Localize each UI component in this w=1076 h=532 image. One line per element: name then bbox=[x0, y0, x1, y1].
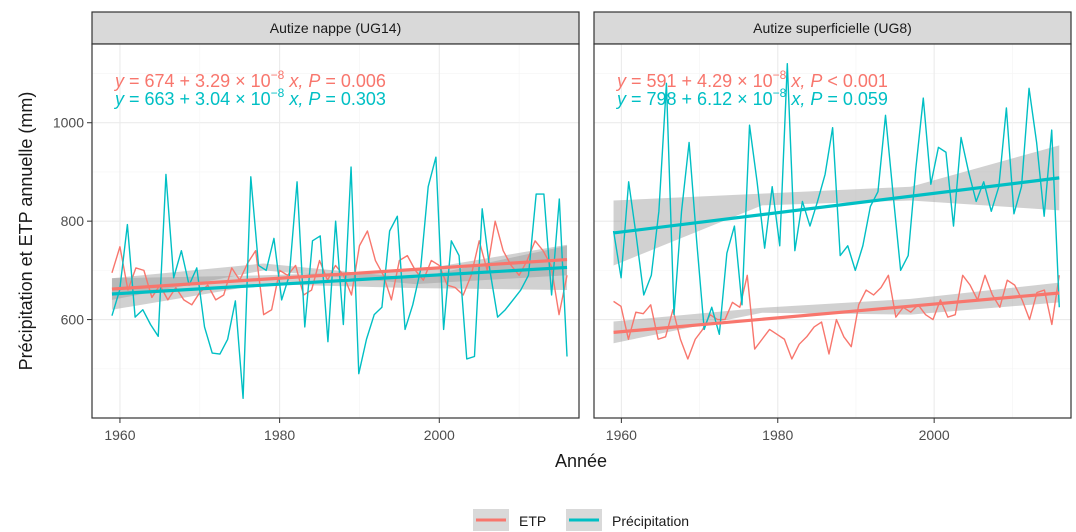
eq-x-var: x, bbox=[284, 71, 308, 91]
y-tick-label: 800 bbox=[61, 213, 85, 229]
eq-exponent: −8 bbox=[773, 86, 787, 100]
facet-strip-label: Autize superficielle (UG8) bbox=[753, 20, 912, 36]
trend-line-precipitation bbox=[111, 265, 568, 296]
eq-p-symbol: P bbox=[810, 89, 822, 109]
confidence-band-precipitation bbox=[613, 145, 1060, 266]
eq-p-symbol: P bbox=[308, 89, 320, 109]
y-axis-ticks: 600 800 1000 bbox=[53, 115, 92, 328]
eq-x-var: x, bbox=[786, 89, 810, 109]
trend-line-etp bbox=[613, 291, 1060, 334]
equation-etp: y = 591 + 4.29 × 10−8 x, P < 0.001 bbox=[615, 68, 888, 91]
panel-plot-area bbox=[594, 44, 1071, 418]
eq-y-var: y bbox=[615, 71, 627, 91]
x-tick-label: 1960 bbox=[606, 427, 637, 443]
facet-strip-background bbox=[91, 11, 580, 45]
eq-x-var: x, bbox=[786, 71, 810, 91]
eq-y-var: y bbox=[113, 89, 125, 109]
legend: ETP Précipitation bbox=[473, 509, 689, 531]
eq-x-var: x, bbox=[284, 89, 308, 109]
eq-p-value: = 0.059 bbox=[822, 89, 888, 109]
eq-coefficients: = 798 + 6.12 × 10 bbox=[626, 89, 773, 109]
x-tick-label: 1980 bbox=[264, 427, 295, 443]
x-tick-label: 1960 bbox=[104, 427, 135, 443]
eq-y-var: y bbox=[615, 89, 627, 109]
equation-etp: y = 674 + 3.29 × 10−8 x, P = 0.006 bbox=[113, 68, 386, 91]
panel-border bbox=[91, 43, 580, 419]
y-tick-label: 1000 bbox=[53, 115, 84, 131]
facet-strip-label: Autize nappe (UG14) bbox=[270, 20, 402, 36]
eq-p-symbol: P bbox=[810, 71, 822, 91]
eq-coefficients: = 674 + 3.29 × 10 bbox=[124, 71, 271, 91]
x-axis-title: Année bbox=[555, 451, 607, 471]
trend-lines bbox=[111, 257, 568, 296]
eq-exponent: −8 bbox=[271, 86, 285, 100]
facet-panel-autize-superficielle: Autize superficielle (UG8) 1960 1980 2000 … bbox=[593, 11, 1072, 443]
trend-line-etp bbox=[111, 257, 568, 291]
eq-coefficients: = 591 + 4.29 × 10 bbox=[626, 71, 773, 91]
y-axis-title: Précipitation et ETP annuelle (mm) bbox=[16, 92, 36, 371]
eq-p-symbol: P bbox=[308, 71, 320, 91]
panel-border bbox=[593, 43, 1072, 419]
x-axis-ticks: 1960 1980 2000 bbox=[606, 418, 950, 443]
legend-label-precipitation: Précipitation bbox=[612, 513, 689, 529]
x-tick-label: 2000 bbox=[919, 427, 950, 443]
y-tick-label: 600 bbox=[61, 312, 85, 328]
x-tick-label: 1980 bbox=[762, 427, 793, 443]
equation-precipitation: y = 798 + 6.12 × 10−8 x, P = 0.059 bbox=[615, 86, 888, 109]
eq-y-var: y bbox=[113, 71, 125, 91]
eq-p-value: = 0.303 bbox=[320, 89, 386, 109]
trend-line-precipitation bbox=[613, 176, 1060, 235]
eq-exponent: −8 bbox=[271, 68, 285, 82]
eq-exponent: −8 bbox=[773, 68, 787, 82]
eq-p-value: = 0.006 bbox=[320, 71, 386, 91]
x-axis-ticks: 1960 1980 2000 bbox=[104, 418, 455, 443]
series-line-etp bbox=[613, 274, 1060, 360]
legend-label-etp: ETP bbox=[519, 513, 546, 529]
eq-p-value: < 0.001 bbox=[822, 71, 888, 91]
eq-coefficients: = 663 + 3.04 × 10 bbox=[124, 89, 271, 109]
x-tick-label: 2000 bbox=[424, 427, 455, 443]
equation-precipitation: y = 663 + 3.04 × 10−8 x, P = 0.303 bbox=[113, 86, 386, 109]
trend-lines bbox=[613, 176, 1060, 334]
facet-panel-autize-nappe: Autize nappe (UG14) 1960 1980 2000 y = 674… bbox=[91, 11, 580, 443]
